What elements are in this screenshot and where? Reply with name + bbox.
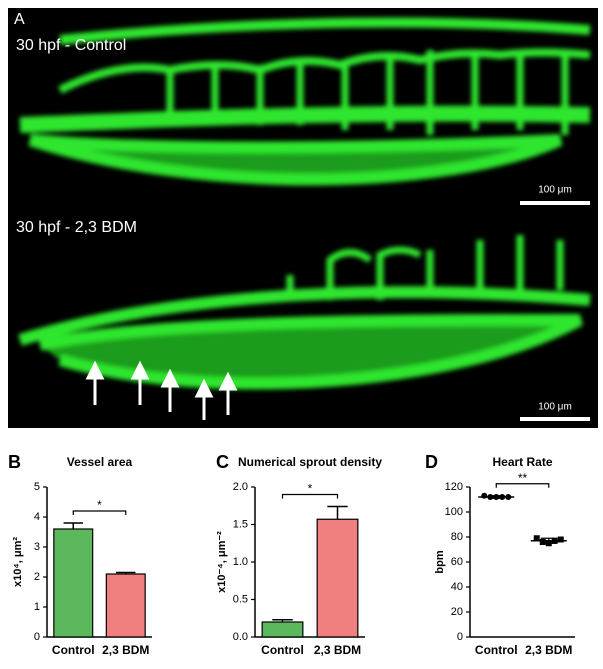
significance-label: * bbox=[308, 482, 313, 496]
point bbox=[533, 535, 540, 542]
y-tick-label: 0 bbox=[457, 631, 463, 643]
y-tick-label: 5 bbox=[34, 481, 40, 493]
significance-bracket bbox=[495, 483, 550, 488]
y-tick-label: 120 bbox=[445, 481, 463, 493]
error-bar bbox=[272, 619, 293, 622]
y-tick-label: 60 bbox=[451, 556, 463, 568]
y-tick-label: 2 bbox=[34, 571, 40, 583]
bar bbox=[316, 518, 359, 638]
y-tick-label: 0.0 bbox=[233, 631, 248, 643]
significance-bracket bbox=[72, 510, 127, 515]
y-tick-label: 1 bbox=[34, 601, 40, 613]
significance-bracket bbox=[281, 493, 339, 499]
y-tick-label: 4 bbox=[34, 511, 40, 523]
x-tick-label: Control bbox=[475, 643, 518, 657]
error-bar bbox=[540, 537, 557, 544]
bar bbox=[105, 573, 146, 638]
x-tick-label: 2,3 BDM bbox=[525, 643, 572, 657]
point bbox=[481, 492, 488, 499]
y-tick-label: 0.5 bbox=[233, 593, 248, 605]
bar bbox=[53, 528, 94, 638]
y-tick-label: 80 bbox=[451, 531, 463, 543]
significance-label: ** bbox=[518, 471, 528, 485]
scale-bar bbox=[520, 201, 590, 205]
x-tick-label: 2,3 BDM bbox=[314, 643, 361, 657]
y-tick-label: 20 bbox=[451, 606, 463, 618]
panel-label: C bbox=[216, 452, 229, 472]
chart-title: Numerical sprout density bbox=[238, 455, 382, 469]
y-axis-label: bpm bbox=[434, 550, 446, 573]
panel-label: A bbox=[14, 11, 25, 28]
y-tick-label: 2.0 bbox=[233, 481, 248, 493]
y-axis-label: x10⁻⁴, μm⁻² bbox=[216, 531, 228, 593]
significance-label: * bbox=[97, 498, 102, 512]
panel-label: D bbox=[425, 452, 438, 472]
scale-label: 100 μm bbox=[538, 402, 572, 413]
chart-title: Vessel area bbox=[67, 455, 133, 469]
panel-label: B bbox=[8, 452, 21, 472]
caption: 30 hpf - Control bbox=[16, 37, 126, 54]
scale-label: 100 μm bbox=[538, 185, 572, 196]
error-bar bbox=[63, 522, 83, 529]
x-tick-label: 2,3 BDM bbox=[102, 643, 149, 657]
x-tick-label: Control bbox=[261, 643, 304, 657]
arrows bbox=[85, 360, 238, 420]
error-bar bbox=[327, 505, 348, 520]
point bbox=[539, 539, 546, 545]
scale-bar bbox=[520, 417, 590, 421]
y-tick-label: 1.5 bbox=[233, 518, 248, 530]
bar bbox=[261, 621, 304, 638]
x-tick-label: Control bbox=[52, 643, 95, 657]
y-tick-label: 100 bbox=[445, 506, 463, 518]
chart-title: Heart Rate bbox=[492, 455, 552, 469]
y-tick-label: 0 bbox=[34, 631, 40, 643]
point bbox=[557, 536, 564, 543]
y-axis-label: x10⁴, μm² bbox=[12, 537, 24, 587]
y-tick-label: 3 bbox=[34, 541, 40, 553]
caption: 30 hpf - 2,3 BDM bbox=[16, 219, 137, 236]
y-tick-label: 40 bbox=[451, 581, 463, 593]
vessels bbox=[18, 17, 591, 390]
error-bar bbox=[488, 495, 505, 499]
error-bar bbox=[116, 571, 136, 574]
y-tick-label: 1.0 bbox=[233, 556, 248, 568]
